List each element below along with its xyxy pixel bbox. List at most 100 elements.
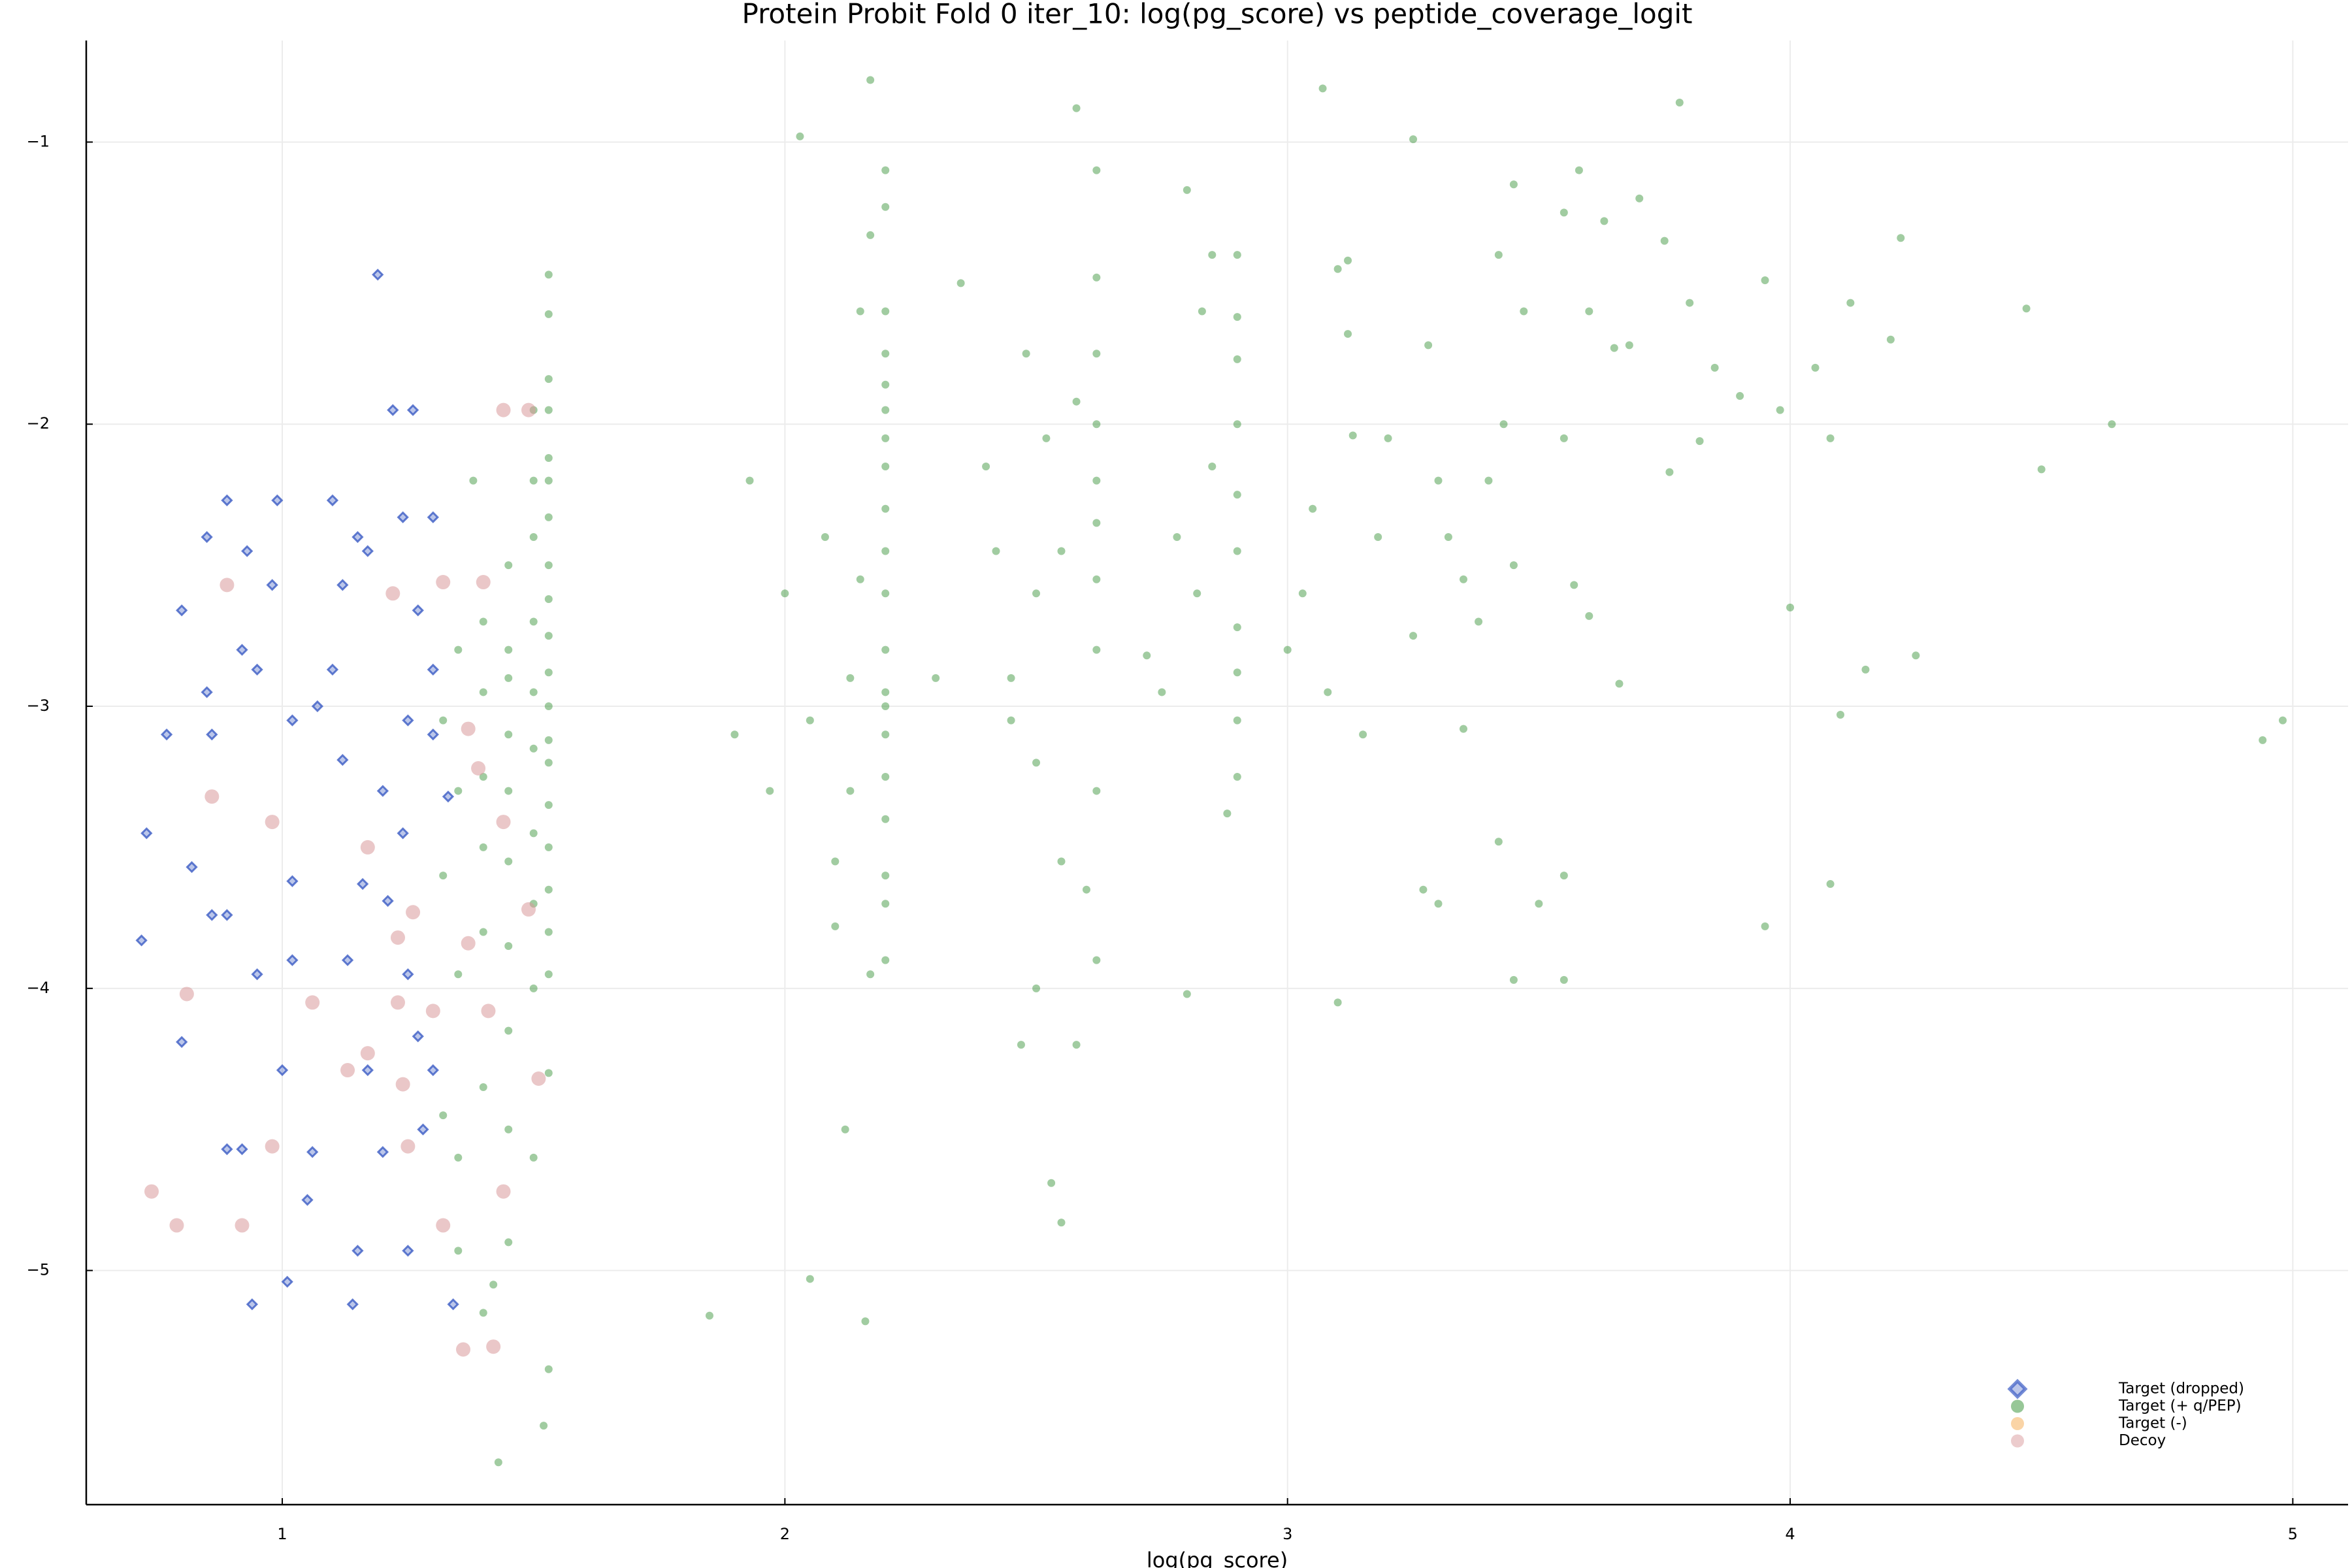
point <box>439 716 448 725</box>
point <box>544 632 553 640</box>
point <box>992 547 1000 555</box>
point <box>544 885 553 894</box>
point <box>521 902 536 917</box>
point <box>529 1153 538 1162</box>
point <box>425 1004 440 1019</box>
point <box>932 674 940 682</box>
point <box>412 604 424 617</box>
point <box>1710 363 1719 372</box>
point <box>336 579 349 591</box>
point <box>221 909 233 921</box>
point <box>1233 420 1241 429</box>
point <box>1560 434 1568 442</box>
point <box>544 970 553 979</box>
point <box>529 984 538 992</box>
point <box>544 406 553 414</box>
point <box>881 406 890 414</box>
point <box>1092 166 1101 174</box>
point <box>866 231 875 239</box>
point <box>1143 651 1151 660</box>
point <box>781 589 789 598</box>
x-axis-label: log(pg_score) <box>1147 1548 1288 1568</box>
point <box>481 1004 496 1019</box>
point <box>881 504 890 513</box>
point <box>479 928 487 936</box>
point <box>412 1030 424 1043</box>
point <box>376 1146 389 1158</box>
point <box>2108 420 2116 429</box>
point <box>881 772 890 781</box>
point <box>351 1245 364 1257</box>
point <box>454 1247 463 1255</box>
point <box>881 688 890 696</box>
point <box>1007 716 1015 725</box>
point <box>1092 645 1101 654</box>
legend-label: Target (-) <box>2118 1415 2187 1432</box>
legend-label: Target (+ q/PEP) <box>2118 1397 2242 1414</box>
point <box>1158 688 1166 696</box>
point <box>531 1071 546 1086</box>
point <box>881 956 890 964</box>
point <box>1846 299 1855 307</box>
point <box>1570 581 1578 589</box>
point <box>544 1365 553 1373</box>
point <box>494 1458 502 1467</box>
point <box>1424 341 1433 350</box>
point <box>1208 251 1217 259</box>
point <box>2278 716 2287 725</box>
point <box>1032 759 1041 767</box>
point <box>1173 532 1181 541</box>
point <box>861 1317 870 1326</box>
point <box>881 463 890 471</box>
point <box>286 875 299 887</box>
point <box>372 269 384 281</box>
point <box>1776 406 1784 414</box>
point <box>1444 532 1452 541</box>
point <box>529 829 538 838</box>
point <box>479 772 487 781</box>
point <box>306 1146 319 1158</box>
point <box>730 730 739 739</box>
point <box>1057 547 1066 555</box>
point <box>881 730 890 739</box>
legend-marker <box>2011 1399 2024 1413</box>
point <box>236 644 248 656</box>
point <box>1233 668 1241 677</box>
point <box>544 1069 553 1077</box>
series <box>144 402 546 1357</box>
point <box>265 1139 280 1154</box>
point <box>1499 420 1508 429</box>
x-tick-label: 3 <box>1282 1525 1292 1543</box>
point <box>881 547 890 555</box>
point <box>395 1077 410 1092</box>
point <box>241 545 253 557</box>
point <box>1208 463 1217 471</box>
point <box>461 721 476 736</box>
point <box>881 166 890 174</box>
x-tick-label: 2 <box>780 1525 790 1543</box>
point <box>544 454 553 463</box>
point <box>1092 519 1101 527</box>
point <box>1384 434 1392 442</box>
legend-marker <box>2011 1417 2024 1430</box>
point <box>504 787 513 795</box>
point <box>176 604 188 617</box>
point <box>544 310 553 318</box>
point <box>2037 465 2046 474</box>
point <box>1484 476 1493 485</box>
point <box>251 968 263 981</box>
point <box>1761 922 1769 930</box>
point <box>454 1153 463 1162</box>
point <box>436 575 451 590</box>
point <box>831 857 840 866</box>
point <box>1535 900 1543 908</box>
point <box>1233 547 1241 555</box>
point <box>831 922 840 930</box>
point <box>454 970 463 979</box>
point <box>856 307 864 316</box>
point <box>1560 208 1568 217</box>
point <box>427 728 439 741</box>
point <box>881 872 890 880</box>
point <box>2022 304 2031 313</box>
point <box>201 531 213 544</box>
